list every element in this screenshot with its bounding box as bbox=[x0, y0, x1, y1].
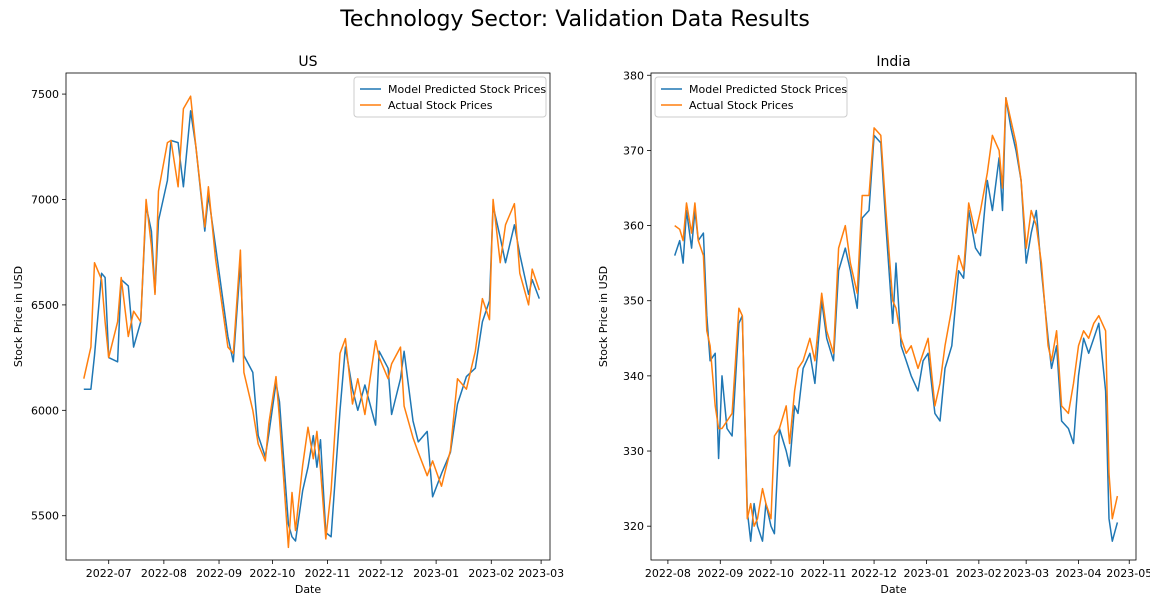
y-axis-label: Stock Price in USD bbox=[597, 266, 610, 367]
x-tick-label: 2022-09 bbox=[697, 567, 743, 580]
y-tick-label: 340 bbox=[623, 370, 644, 383]
x-tick-label: 2023-01 bbox=[413, 567, 459, 580]
x-axis-label: Date bbox=[295, 583, 322, 596]
legend-entry: Actual Stock Prices bbox=[689, 99, 794, 112]
legend: Model Predicted Stock Prices Actual Stock… bbox=[654, 76, 848, 118]
series-line-predicted bbox=[673, 97, 1119, 542]
x-tick-label: 2022-11 bbox=[305, 567, 351, 580]
legend-entry: Model Predicted Stock Prices bbox=[689, 83, 847, 96]
subplot-title: India bbox=[876, 54, 910, 70]
legend-box bbox=[353, 76, 547, 118]
y-tick-label: 380 bbox=[623, 69, 644, 82]
legend-box bbox=[654, 76, 848, 118]
x-tick-label: 2022-08 bbox=[141, 567, 187, 580]
x-tick-label: 2022-11 bbox=[800, 567, 846, 580]
y-tick-label: 320 bbox=[623, 520, 644, 533]
axes-frame bbox=[650, 72, 1137, 561]
y-tick-label: 7000 bbox=[31, 193, 59, 206]
x-tick-label: 2022-08 bbox=[645, 567, 691, 580]
y-tick-label: 6500 bbox=[31, 299, 59, 312]
legend-entry: Model Predicted Stock Prices bbox=[388, 83, 546, 96]
x-tick-label: 2023-03 bbox=[518, 567, 564, 580]
legend-entry: Actual Stock Prices bbox=[388, 99, 493, 112]
subplot-title: US bbox=[298, 54, 317, 70]
panel-us: 2022-07 2022-08 2022-09 2022-10 2022-11 2022-… bbox=[12, 54, 564, 596]
x-tick-label: 2023-01 bbox=[903, 567, 949, 580]
figure-title: Technology Sector: Validation Data Resul… bbox=[340, 7, 810, 32]
y-tick-label: 5500 bbox=[31, 510, 59, 523]
y-axis-label: Stock Price in USD bbox=[12, 266, 25, 367]
x-tick-label: 2023-03 bbox=[1003, 567, 1049, 580]
axes-frame bbox=[65, 72, 551, 561]
panel-india: 2022-08 2022-09 2022-10 2022-11 2022-12 2023-… bbox=[597, 54, 1150, 596]
y-tick-label: 6000 bbox=[31, 404, 59, 417]
x-tick-label: 2022-12 bbox=[851, 567, 897, 580]
series-line-actual bbox=[674, 97, 1119, 527]
y-tick-label: 7500 bbox=[31, 88, 59, 101]
x-tick-label: 2023-02 bbox=[956, 567, 1002, 580]
x-tick-label: 2022-10 bbox=[748, 567, 794, 580]
x-tick-label: 2023-02 bbox=[468, 567, 514, 580]
x-axis-label: Date bbox=[880, 583, 907, 596]
x-tick-label: 2022-12 bbox=[358, 567, 404, 580]
x-tick-label: 2023-04 bbox=[1056, 567, 1102, 580]
y-tick-label: 370 bbox=[623, 144, 644, 157]
legend: Model Predicted Stock Prices Actual Stock… bbox=[353, 76, 547, 118]
x-tick-label: 2022-09 bbox=[196, 567, 242, 580]
y-tick-label: 350 bbox=[623, 295, 644, 308]
series-line-actual bbox=[83, 95, 541, 549]
y-tick-label: 360 bbox=[623, 220, 644, 233]
y-tick-label: 330 bbox=[623, 445, 644, 458]
x-tick-label: 2022-07 bbox=[86, 567, 132, 580]
x-tick-label: 2023-05 bbox=[1106, 567, 1150, 580]
x-tick-label: 2022-10 bbox=[249, 567, 295, 580]
series-line-predicted bbox=[83, 110, 541, 542]
